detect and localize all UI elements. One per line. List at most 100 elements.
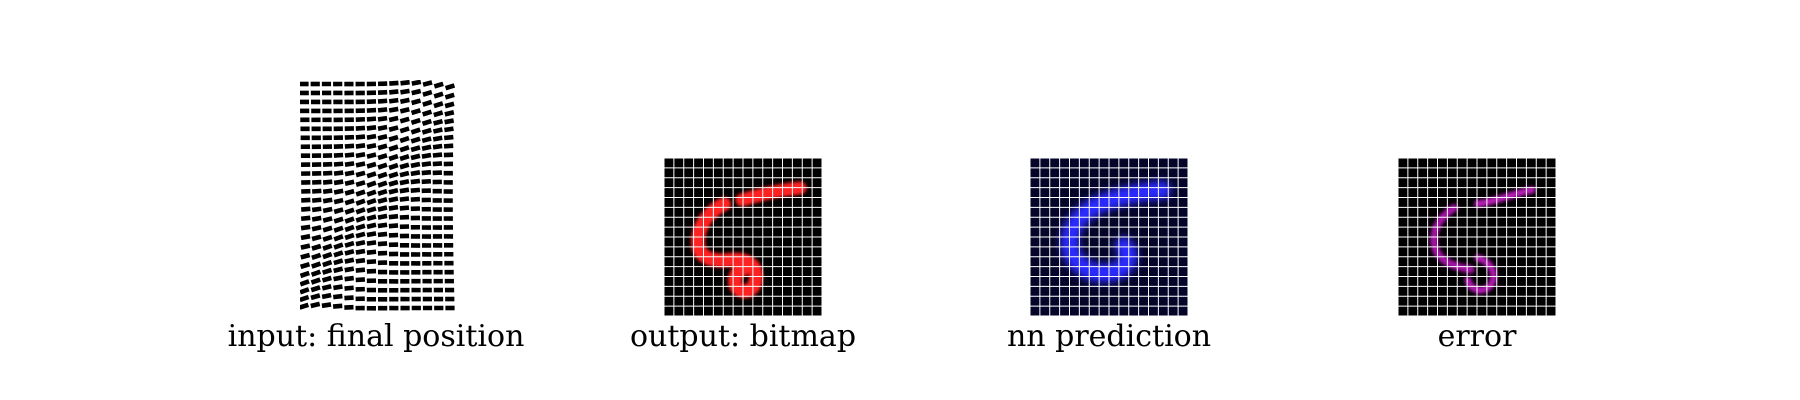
grid-block [421,197,431,203]
grid-block [344,99,354,105]
grid-block [301,188,311,194]
grid-block [322,126,332,132]
grid-block [333,179,344,186]
grid-block [366,81,377,87]
grid-block [421,225,432,230]
grid-block [333,197,344,205]
grid-block [355,116,366,122]
output-bitmap-figure [664,158,822,316]
grid-block [444,109,455,117]
grid-block [399,252,410,257]
grid-block [444,101,455,109]
grid-block [388,196,399,203]
grid-block [300,135,310,141]
grid-block [433,91,444,99]
grid-block [300,117,310,123]
grid-block [399,145,410,153]
grid-block [322,99,332,105]
grid-block [422,278,432,284]
grid-block [366,287,377,293]
grid-block [344,275,355,282]
grid-block [400,296,410,302]
grid-block [411,296,421,302]
grid-block [333,143,344,149]
grid-block [355,170,366,178]
grid-block [444,278,454,284]
grid-block [399,178,410,186]
grid-block [377,222,388,229]
grid-block [333,81,343,87]
grid-block [411,278,421,284]
grid-block [422,89,433,97]
grid-block [377,197,388,204]
grid-block [433,278,443,284]
grid-block [399,224,410,230]
grid-block [433,287,443,293]
grid-block [355,248,366,255]
grid-block [421,188,431,194]
grid-block [411,88,422,96]
grid-block [311,117,321,123]
grid-block [399,214,410,220]
grid-block [301,206,311,212]
input-final-position-figure [300,80,460,316]
grid-block [400,287,410,293]
grid-block [443,207,453,212]
grid-block [344,304,354,310]
grid-block [366,133,377,140]
grid-block [301,171,311,176]
grid-block [366,189,377,197]
grid-block [444,83,456,91]
grid-block [388,187,399,195]
grid-block [366,142,377,150]
grid-block [422,99,433,107]
grid-block [366,90,377,96]
grid-block [344,179,355,186]
grid-block [400,80,410,86]
grid-block [355,99,365,105]
grid-block [443,161,454,167]
grid-block [344,240,355,248]
grid-block [344,126,355,132]
grid-block [377,107,388,113]
grid-block [355,305,365,311]
grid-block [300,90,309,96]
grid-block [355,161,366,168]
grid-block [333,242,344,250]
grid-block [366,305,376,311]
grid-block [421,109,433,117]
grid-block [411,98,422,106]
grid-block [355,267,366,273]
grid-block [400,261,410,266]
grid-block [355,286,365,292]
grid-block [377,124,388,132]
grid-block [366,268,377,274]
grid-block [388,223,399,229]
grid-block [322,234,333,242]
grid-block [410,178,421,185]
grid-block [333,207,344,215]
grid-block [400,88,410,95]
grid-block [366,278,377,284]
grid-block [355,125,366,131]
grid-block [355,277,366,283]
grid-block [332,303,343,309]
grid-block [311,162,322,167]
grid-block [388,232,399,238]
output-bitmap-image [664,158,822,316]
grid-block [322,225,333,233]
grid-block [389,296,399,302]
grid-block [344,285,354,291]
grid-block [310,81,320,87]
grid-block [332,293,343,300]
grid-block [399,196,410,202]
grid-block [377,153,388,161]
grid-block [399,97,410,105]
grid-block [355,81,365,87]
grid-block [333,161,344,167]
grid-block [355,198,366,206]
grid-block [421,118,433,126]
grid-block [377,162,388,170]
grid-block [388,171,399,179]
grid-block [355,239,366,247]
